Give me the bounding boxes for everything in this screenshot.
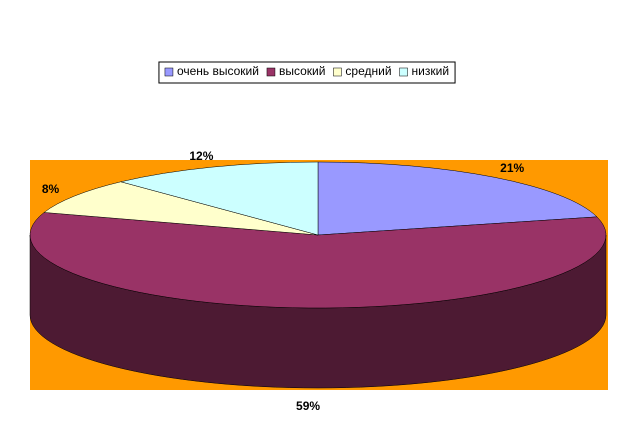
legend-label: высокий [279,64,325,78]
legend-swatch [266,67,276,77]
pie-slice [43,181,319,236]
data-label: 59% [296,399,320,413]
pie-slice [120,161,319,236]
legend: очень высокий высокий средний низкий [158,61,456,84]
legend-label: средний [345,64,391,78]
data-label: 12% [189,149,213,163]
legend-swatch [164,67,174,77]
data-label: 8% [42,182,60,196]
legend-label: низкий [412,64,450,78]
legend-label: очень высокий [177,64,259,78]
data-label: 21% [500,161,524,175]
pie-slice [317,161,598,236]
legend-swatch [399,67,408,77]
legend-swatch [333,67,342,77]
legend-box [158,61,456,84]
pie-slice [29,212,607,309]
